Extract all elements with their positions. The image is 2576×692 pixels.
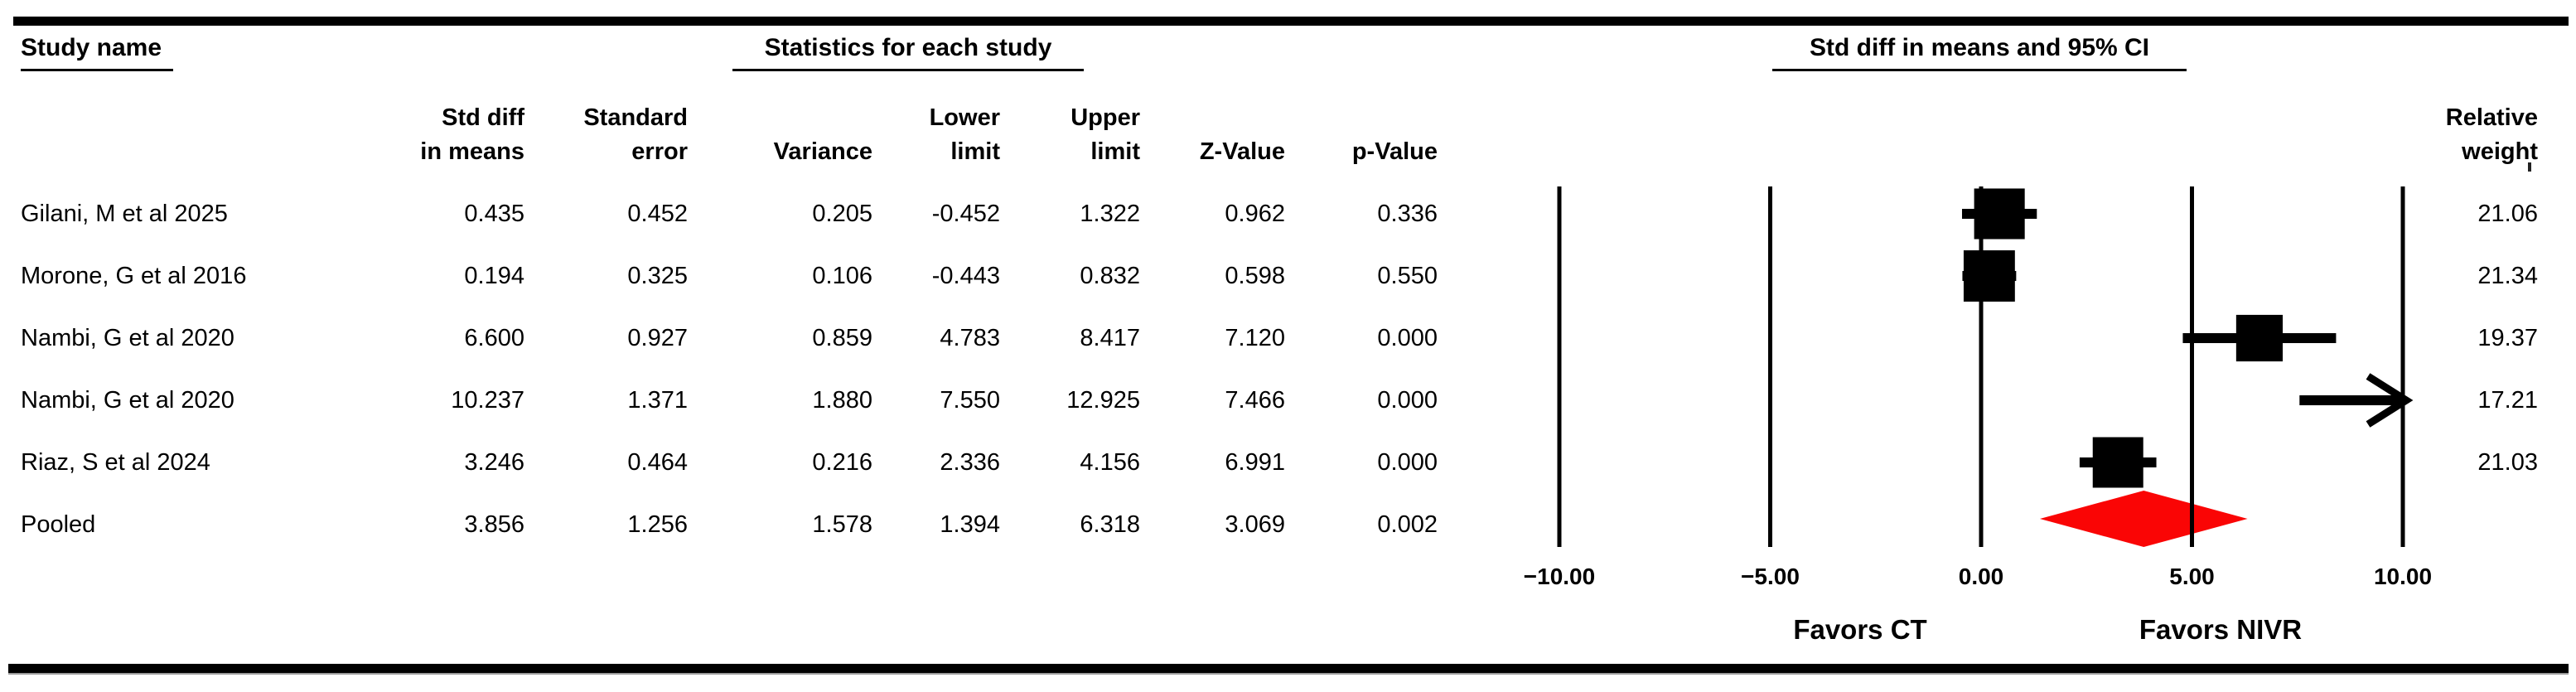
p-value: 0.550 — [1377, 263, 1438, 289]
table-row: Nambi, G et al 2020 6.600 0.927 0.859 4.… — [0, 321, 2576, 356]
variance-value: 0.859 — [812, 325, 872, 351]
study-name-title: Study name — [21, 33, 174, 71]
relative-weight-value: 21.03 — [2477, 449, 2538, 476]
bottom-rule — [8, 664, 2569, 675]
z-value: 0.598 — [1225, 263, 1285, 289]
upper-limit-value: 0.832 — [1080, 263, 1140, 289]
top-rule — [13, 17, 2569, 26]
p-value: 0.000 — [1377, 325, 1438, 351]
axis-tick-label: −10.00 — [1523, 564, 1596, 589]
header-std-diff-line2: in means — [420, 138, 524, 165]
z-value: 7.120 — [1225, 325, 1285, 351]
z-value: 0.962 — [1225, 201, 1285, 227]
effect-square — [2235, 314, 2284, 362]
header-standard-error: Standard error — [522, 101, 688, 169]
p-value: 0.002 — [1377, 511, 1438, 538]
header-se-line2: error — [631, 138, 688, 165]
axis-tick-label: 5.00 — [2169, 564, 2215, 589]
axis-tick-label: 0.00 — [1958, 564, 2004, 589]
statistics-title: Statistics for each study — [732, 33, 1084, 71]
std-diff-value: 3.246 — [464, 449, 524, 476]
stray-mark — [2528, 162, 2531, 172]
std-diff-value: 10.237 — [451, 387, 524, 414]
lower-limit-value: 2.336 — [940, 449, 1000, 476]
header-lower-line1: Lower — [929, 104, 1000, 131]
study-name: Riaz, S et al 2024 — [21, 449, 210, 476]
variance-value: 1.578 — [812, 511, 872, 538]
table-row: Morone, G et al 2016 0.194 0.325 0.106 -… — [0, 259, 2576, 293]
lower-limit-value: -0.452 — [931, 201, 1000, 227]
header-upper-limit: Upper limit — [991, 101, 1140, 169]
variance-value: 1.880 — [812, 387, 872, 414]
table-row: Gilani, M et al 2025 0.435 0.452 0.205 -… — [0, 196, 2576, 231]
relative-weight-value: 19.37 — [2477, 325, 2538, 351]
header-z-value: Z-Value — [1199, 138, 1285, 165]
p-value: 0.336 — [1377, 201, 1438, 227]
standard-error-value: 0.325 — [627, 263, 688, 289]
header-std-diff-line1: Std diff — [442, 104, 524, 131]
effect-square — [2092, 437, 2143, 488]
table-row: Riaz, S et al 2024 3.246 0.464 0.216 2.3… — [0, 445, 2576, 480]
standard-error-value: 1.371 — [627, 387, 688, 414]
header-weight-line2: weight — [2462, 138, 2538, 165]
upper-limit-value: 12.925 — [1066, 387, 1140, 414]
header-weight-line1: Relative — [2445, 104, 2538, 131]
arrow-head-icon — [2366, 373, 2414, 428]
effect-square — [1963, 250, 2015, 302]
header-se-line1: Standard — [583, 104, 688, 131]
standard-error-value: 0.927 — [627, 325, 688, 351]
pooled-diamond — [2039, 491, 2248, 547]
lower-limit-value: -0.443 — [931, 263, 1000, 289]
lower-limit-value: 7.550 — [940, 387, 1000, 414]
relative-weight-value: 21.06 — [2477, 201, 2538, 227]
header-p-value: p-Value — [1351, 138, 1438, 165]
relative-weight-value: 17.21 — [2477, 387, 2538, 414]
study-name: Morone, G et al 2016 — [21, 263, 247, 289]
header-lower-limit: Lower limit — [851, 101, 1000, 169]
standard-error-value: 1.256 — [627, 511, 688, 538]
header-lower-line2: limit — [950, 138, 1000, 165]
favors-left-label: Favors CT — [1793, 614, 1927, 645]
table-row-pooled: Pooled 3.856 1.256 1.578 1.394 6.318 3.0… — [0, 507, 2576, 542]
std-diff-value: 6.600 — [464, 325, 524, 351]
lower-limit-value: 1.394 — [940, 511, 1000, 538]
header-variance: Variance — [773, 138, 872, 165]
p-value: 0.000 — [1377, 449, 1438, 476]
std-diff-value: 3.856 — [464, 511, 524, 538]
std-diff-value: 0.435 — [464, 201, 524, 227]
study-name: Nambi, G et al 2020 — [21, 387, 234, 414]
header-relative-weight: Relative weight — [2372, 101, 2538, 169]
upper-limit-value: 6.318 — [1080, 511, 1140, 538]
z-value: 3.069 — [1225, 511, 1285, 538]
standard-error-value: 0.452 — [627, 201, 688, 227]
study-name: Pooled — [21, 511, 96, 538]
study-name: Gilani, M et al 2025 — [21, 201, 228, 227]
axis-tick-label: 10.00 — [2373, 564, 2433, 589]
study-name: Nambi, G et al 2020 — [21, 325, 234, 351]
variance-value: 0.216 — [812, 449, 872, 476]
favors-right-label: Favors NIVR — [2139, 614, 2303, 645]
header-std-diff: Std diff in means — [342, 101, 524, 169]
standard-error-value: 0.464 — [627, 449, 688, 476]
p-value: 0.000 — [1377, 387, 1438, 414]
header-upper-line1: Upper — [1071, 104, 1140, 131]
upper-limit-value: 8.417 — [1080, 325, 1140, 351]
z-value: 7.466 — [1225, 387, 1285, 414]
std-diff-value: 0.194 — [464, 263, 524, 289]
upper-limit-value: 4.156 — [1080, 449, 1140, 476]
z-value: 6.991 — [1225, 449, 1285, 476]
header-upper-line2: limit — [1090, 138, 1140, 165]
table-row: Nambi, G et al 2020 10.237 1.371 1.880 7… — [0, 383, 2576, 418]
relative-weight-value: 21.34 — [2477, 263, 2538, 289]
variance-value: 0.106 — [812, 263, 872, 289]
ci-title: Std diff in means and 95% CI — [1772, 33, 2187, 71]
axis-tick-label: −5.00 — [1741, 564, 1800, 589]
upper-limit-value: 1.322 — [1080, 201, 1140, 227]
lower-limit-value: 4.783 — [940, 325, 1000, 351]
variance-value: 0.205 — [812, 201, 872, 227]
